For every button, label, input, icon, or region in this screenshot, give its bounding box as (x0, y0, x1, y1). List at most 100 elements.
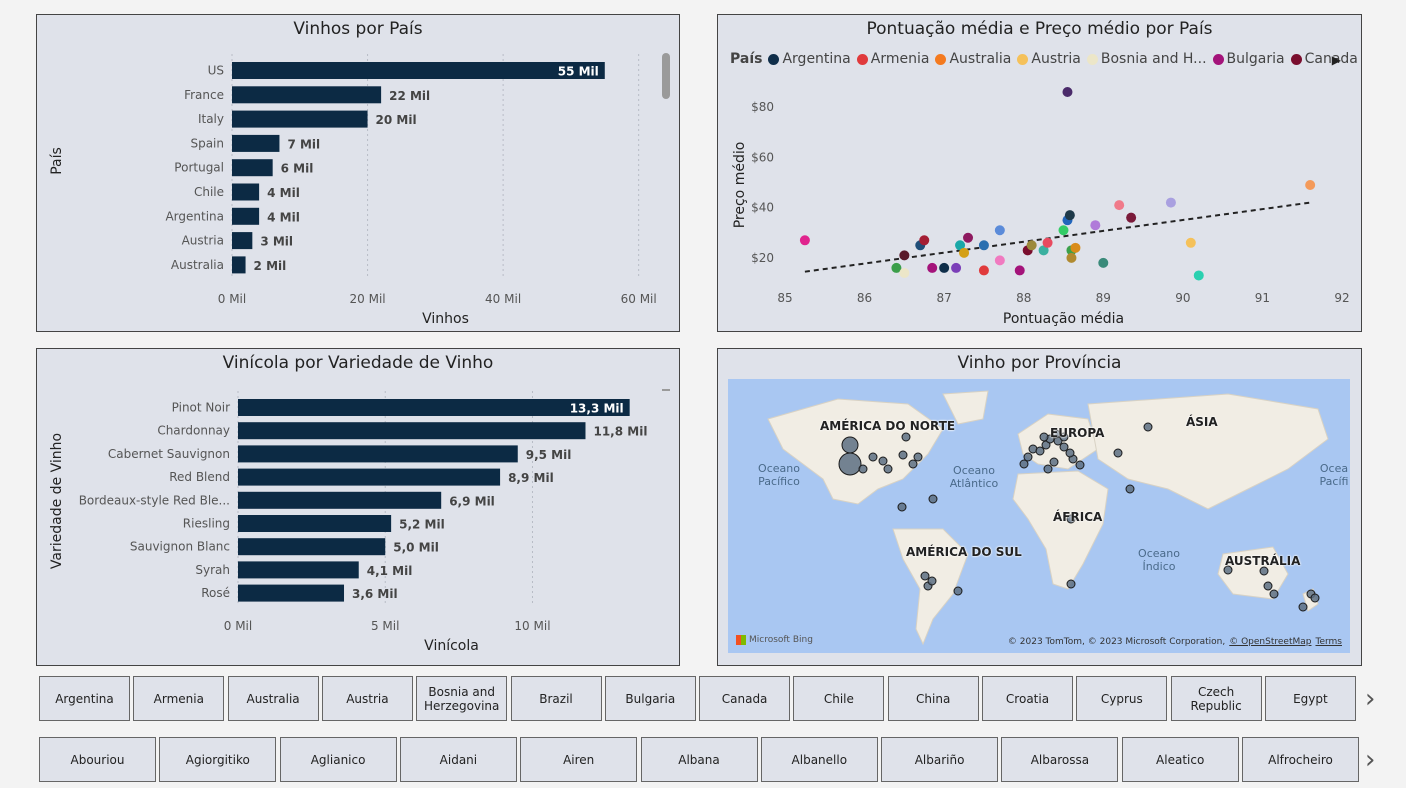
chart-title: Vinhos por País (293, 19, 423, 39)
scrollbar-thumb[interactable] (662, 389, 670, 391)
x-tick-label: 40 Mil (485, 292, 521, 306)
chevron-right-icon[interactable]: › (1365, 684, 1376, 714)
legend-swatch (1290, 53, 1302, 65)
map-label-north-america: AMÉRICA DO NORTE (820, 419, 956, 433)
slicer-button[interactable]: Aleatico (1121, 737, 1239, 782)
legend-next-icon[interactable]: ▶ (1331, 53, 1341, 67)
slicer-button[interactable]: Australia (227, 676, 319, 721)
x-axis-label: Vinhos (422, 311, 469, 327)
data-label: 5,2 Mil (399, 518, 445, 532)
slicer-button[interactable]: Albanello (760, 737, 878, 782)
slicer-button[interactable]: Bulgaria (604, 676, 696, 721)
scatter-point (951, 262, 962, 273)
legend-item[interactable]: Argentina (768, 51, 851, 67)
x-tick-label: 90 (1175, 291, 1190, 305)
legend-item[interactable]: Austria (1017, 51, 1081, 67)
y-tick-label: $60 (751, 150, 774, 164)
category-label: France (184, 88, 224, 102)
slicer-button[interactable]: Canada (699, 676, 791, 721)
scatter-point (1026, 240, 1037, 251)
bar (238, 399, 630, 416)
slicer-button[interactable]: Armenia (133, 676, 225, 721)
legend-swatch (856, 53, 868, 65)
ocean-label-pacific-east: Ocea Pacífi (1319, 462, 1349, 488)
slicer-button[interactable]: Aidani (399, 737, 517, 782)
scatter-point (1066, 252, 1077, 263)
scatter-point (978, 240, 989, 251)
legend-item[interactable]: Australia (935, 51, 1011, 67)
legend-label: Canada (1304, 51, 1358, 67)
x-tick-label: 92 (1334, 291, 1349, 305)
slicer-button[interactable]: Albana (640, 737, 758, 782)
chevron-right-icon[interactable]: › (1365, 745, 1376, 775)
scatter-point (963, 232, 974, 243)
slicer-button[interactable]: Czech Republic (1170, 676, 1262, 721)
bar (232, 183, 260, 201)
x-tick-label: 60 Mil (621, 292, 657, 306)
bar (238, 515, 392, 532)
slicer-button[interactable]: Albarossa (1001, 737, 1119, 782)
scatter-point (959, 247, 970, 258)
slicer-button[interactable]: Egypt (1264, 676, 1356, 721)
map-credit: © 2023 TomTom, © 2023 Microsoft Corporat… (1007, 637, 1342, 647)
scatter-point (899, 267, 910, 278)
osm-link[interactable]: © OpenStreetMap (1229, 637, 1312, 647)
slicer-button[interactable]: Argentina (39, 676, 130, 721)
data-label: 8,9 Mil (508, 471, 554, 485)
map-bubble (883, 464, 893, 474)
slicer-button[interactable]: Abouriou (39, 737, 156, 782)
scrollbar-thumb[interactable] (662, 53, 670, 99)
scatter-point (939, 262, 950, 273)
slicer-button[interactable]: Austria (321, 676, 413, 721)
data-label: 4 Mil (267, 210, 300, 224)
x-tick-label: 89 (1096, 291, 1111, 305)
slicer-button[interactable]: Croatia (982, 676, 1073, 721)
legend-item[interactable]: Bosnia and H... (1086, 51, 1207, 67)
map-bubble (1075, 460, 1085, 470)
bar (232, 256, 246, 274)
legend-item[interactable]: Armenia (856, 51, 929, 67)
slicer-button[interactable]: Airen (520, 737, 638, 782)
map-bubble (897, 502, 907, 512)
scatter-legend: País Argentina Armenia Australia Austria Bos… (730, 51, 1364, 67)
slicer-button[interactable]: Albariño (881, 737, 999, 782)
slicer-button[interactable]: Chile (793, 676, 885, 721)
chart-title: Vinho por Província (957, 353, 1122, 373)
legend-item[interactable]: Bulgaria (1212, 51, 1285, 67)
x-tick-label: 5 Mil (371, 619, 399, 633)
north-america-landmass (767, 398, 944, 505)
slicer-button[interactable]: Agiorgitiko (159, 737, 277, 782)
y-axis-label: Variedade de Vinho (49, 433, 65, 569)
slicer-button[interactable]: Cyprus (1076, 676, 1168, 721)
category-label: US (208, 64, 224, 78)
x-tick-label: 85 (777, 291, 792, 305)
scatter-point (1042, 237, 1053, 248)
ocean-label-atlantic: Oceano Atlântico (949, 464, 999, 490)
category-label: Portugal (174, 161, 224, 175)
price-vs-score-chart: 85 86 87 88 89 90 91 92 $20 $40 $60 $80 Pontuação mé… (732, 87, 1350, 327)
slicer-button[interactable]: Brazil (510, 676, 602, 721)
map-bubble (868, 452, 878, 462)
slicer-button[interactable]: Bosnia and Herzegovina (416, 676, 508, 721)
legend-swatch (1212, 53, 1224, 65)
world-map[interactable]: AMÉRICA DO NORTE EUROPA ÁSIA ÁFRICA AMÉR… (728, 379, 1350, 653)
slicer-button[interactable]: Alfrocheiro (1242, 737, 1359, 782)
map-bubble (1125, 484, 1135, 494)
category-label: Riesling (183, 517, 230, 531)
legend-swatch (768, 53, 780, 65)
legend-item[interactable]: Canada (1290, 51, 1358, 67)
map-bubble (1066, 579, 1076, 589)
terms-link[interactable]: Terms (1315, 637, 1342, 647)
legend-title: País (730, 51, 763, 67)
legend-label: Bulgaria (1226, 51, 1285, 67)
scatter-point (1070, 242, 1081, 253)
bar (232, 110, 368, 128)
category-label: Chardonnay (157, 424, 230, 438)
ocean-label-pacific: Oceano Pacífico (758, 462, 800, 488)
wines-by-country-panel: Vinhos por País 0 Mil 20 Mil 40 Mil 60 Mil U… (36, 14, 680, 332)
slicer-button[interactable]: Aglianico (279, 737, 397, 782)
trendline (804, 201, 1311, 273)
legend-label: Bosnia and H... (1100, 51, 1207, 67)
slicer-button[interactable]: China (887, 676, 979, 721)
data-label: 7 Mil (287, 137, 320, 151)
